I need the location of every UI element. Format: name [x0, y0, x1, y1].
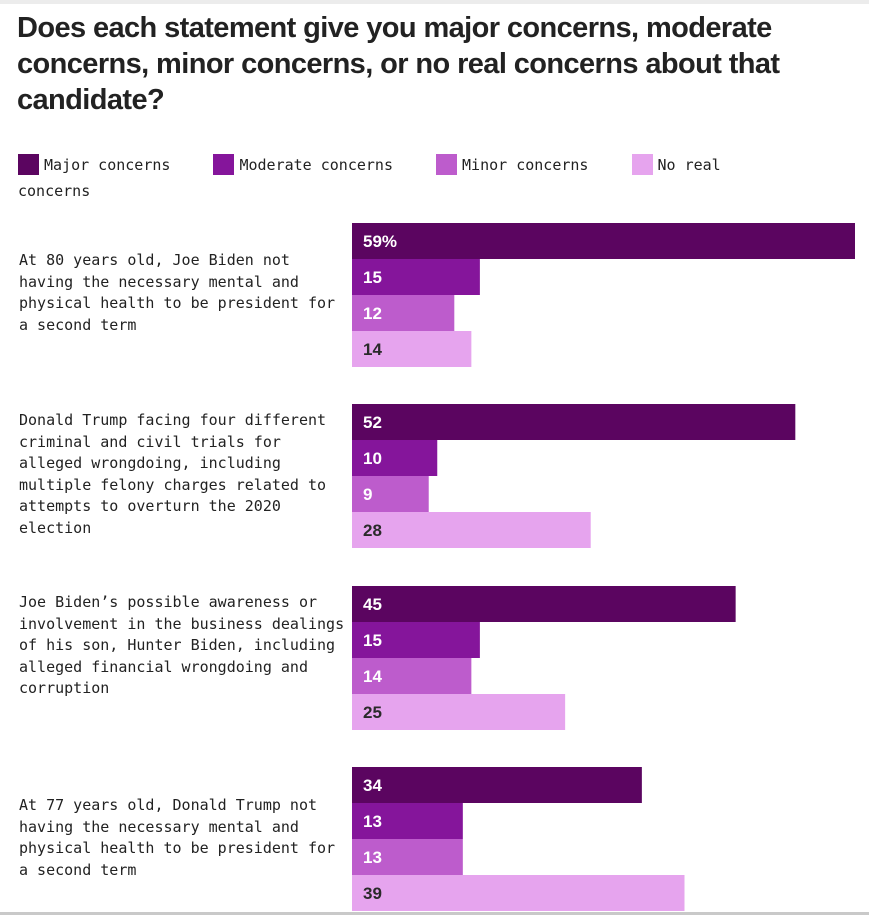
legend-item-minor: Minor concerns [436, 154, 589, 175]
data-label-minor-2: 14 [363, 667, 382, 686]
data-label-minor-1: 9 [363, 485, 372, 504]
bar-moderate-2 [352, 622, 480, 658]
data-label-moderate-1: 10 [363, 449, 382, 468]
data-label-none-0: 14 [363, 340, 382, 359]
bar-major-1 [352, 404, 796, 440]
data-label-moderate-2: 15 [363, 631, 382, 650]
bar-moderate-3 [352, 803, 463, 839]
data-label-moderate-3: 13 [363, 812, 382, 831]
category-label-hunter-biden: Joe Biden’s possible awareness or involv… [19, 593, 345, 697]
bar-minor-2 [352, 658, 472, 694]
data-label-major-1: 52 [363, 413, 382, 432]
legend-swatch-minor [436, 154, 458, 175]
bar-moderate-0 [352, 259, 480, 295]
bottom-rule [0, 912, 869, 915]
bar-minor-1 [352, 476, 429, 512]
bar-major-3 [352, 767, 642, 803]
category-label-trump-health: At 77 years old, Donald Trump not having… [19, 796, 336, 879]
legend-label-major: Major concerns [44, 156, 171, 174]
chart-title: Does each statement give you major conce… [17, 12, 780, 116]
legend-swatch-major [18, 154, 39, 175]
data-label-minor-3: 13 [363, 848, 382, 867]
legend: Major concerns Moderate concerns Minor c… [18, 152, 818, 204]
data-label-major-2: 45 [363, 595, 382, 614]
legend-label-minor: Minor concerns [462, 156, 589, 174]
data-label-none-3: 39 [363, 884, 382, 903]
bar-major-0 [352, 223, 855, 259]
data-label-minor-0: 12 [363, 304, 382, 323]
legend-label-none: No real concerns [18, 156, 721, 200]
legend-item-major: Major concerns [18, 154, 171, 175]
bar-none-0 [352, 331, 472, 367]
bar-none-2 [352, 694, 566, 730]
bar-minor-3 [352, 839, 463, 875]
data-label-major-0: 59% [363, 232, 397, 251]
legend-item-none: No real concerns [18, 154, 721, 200]
bar-minor-0 [352, 295, 455, 331]
bar-none-3 [352, 875, 685, 911]
data-label-major-3: 34 [363, 776, 382, 795]
bar-none-1 [352, 512, 591, 548]
data-label-moderate-0: 15 [363, 268, 382, 287]
legend-swatch-none [631, 154, 653, 175]
top-rule [0, 0, 869, 4]
legend-swatch-moderate [213, 154, 235, 175]
category-label-biden-health: At 80 years old, Joe Biden not having th… [19, 251, 336, 334]
data-label-none-1: 28 [363, 521, 382, 540]
legend-item-moderate: Moderate concerns [213, 154, 393, 175]
bar-major-2 [352, 586, 736, 622]
category-label-trump-trials: Donald Trump facing four different crimi… [19, 411, 327, 537]
data-label-none-2: 25 [363, 703, 382, 722]
bar-moderate-1 [352, 440, 438, 476]
legend-label-moderate: Moderate concerns [239, 156, 393, 174]
